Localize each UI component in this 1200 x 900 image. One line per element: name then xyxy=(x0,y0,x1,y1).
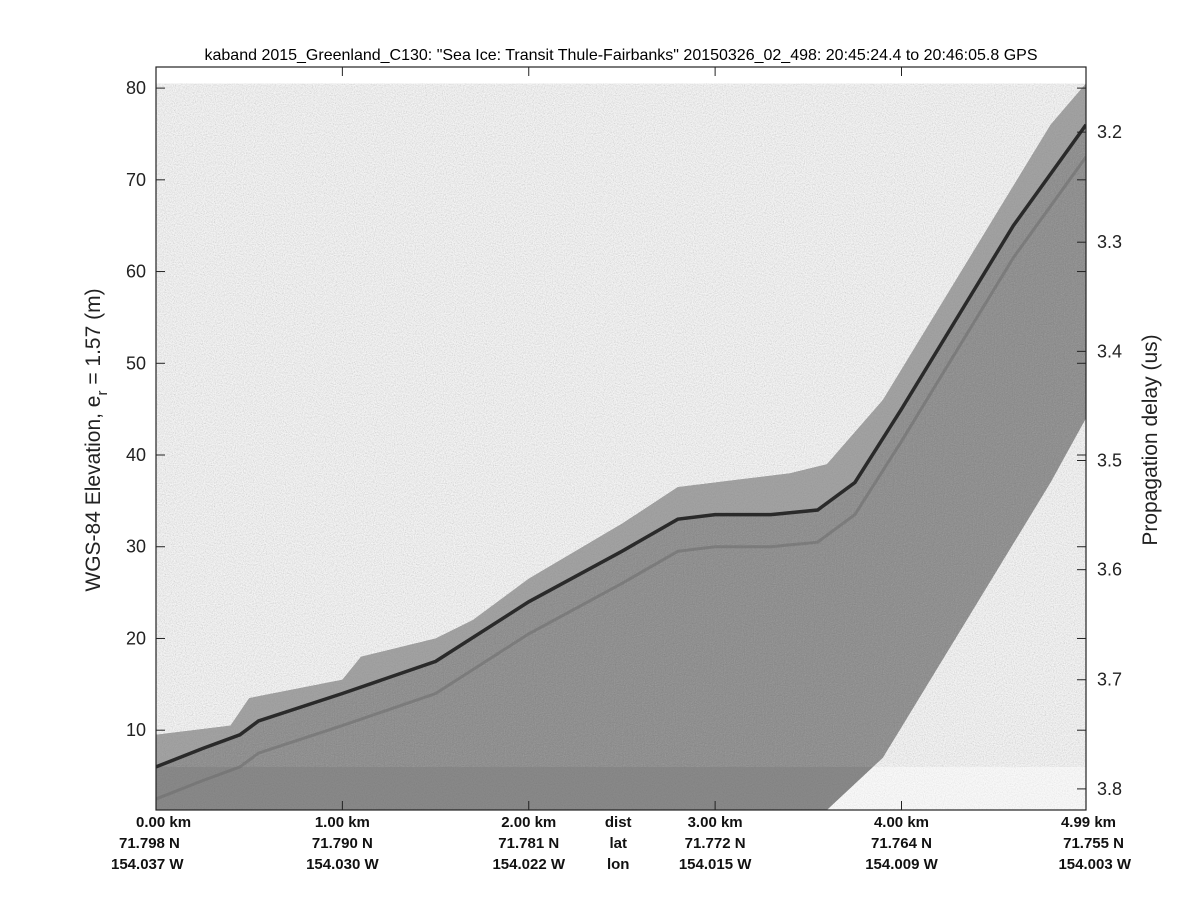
radar-return-region xyxy=(156,83,1086,810)
x-axis xyxy=(155,67,1087,810)
x-tick-label-lon: 154.009 W xyxy=(865,856,938,873)
right-y-tick-label: 3.7 xyxy=(1097,670,1122,690)
x-tick-label-lon: 154.003 W xyxy=(1058,856,1131,873)
x-tick-label-dist: 0.00 km xyxy=(136,814,191,831)
left-y-axis-label: WGS-84 Elevation, er = 1.57 (m) xyxy=(82,288,111,591)
x-tick-label-dist: 4.99 km xyxy=(1061,814,1116,831)
near-surface-band xyxy=(156,83,1086,767)
plot-frame xyxy=(155,66,1087,811)
left-y-tick-label: 80 xyxy=(126,78,146,98)
left-y-tick-label: 70 xyxy=(126,170,146,190)
x-tick-label-dist: 1.00 km xyxy=(315,814,370,831)
x-tick-label-lat: 71.781 N xyxy=(498,835,559,852)
x-tick-label-lat: 71.790 N xyxy=(312,835,373,852)
left-y-tick-label: 10 xyxy=(126,720,146,740)
x-tick-label-dist: 2.00 km xyxy=(501,814,556,831)
left-y-tick-label: 50 xyxy=(126,353,146,373)
right-y-tick-label: 3.2 xyxy=(1097,122,1122,142)
right-y-tick-label: 3.4 xyxy=(1097,341,1122,361)
left-y-tick-label: 60 xyxy=(126,262,146,282)
x-tick-label-lon: 154.022 W xyxy=(492,856,565,873)
left-y-tick-label: 30 xyxy=(126,537,146,557)
surface-reflection-line xyxy=(156,123,1086,769)
x-row-name-lat: lat xyxy=(609,835,627,852)
x-tick-label-lat: 71.798 N xyxy=(119,835,180,852)
x-tick-label-dist: 3.00 km xyxy=(688,814,743,831)
chart-title: kaband 2015_Greenland_C130: "Sea Ice: Tr… xyxy=(205,47,1038,64)
right-y-tick-label: 3.5 xyxy=(1097,451,1122,471)
x-tick-label-lat: 71.772 N xyxy=(685,835,746,852)
right-y-axis-label: Propagation delay (us) xyxy=(1139,334,1162,545)
right-y-axis: 3.2 3.3 3.4 3.5 3.6 3.7 3.8 xyxy=(1077,122,1122,799)
right-y-tick-label: 3.3 xyxy=(1097,232,1122,252)
left-y-tick-label: 40 xyxy=(126,445,146,465)
x-row-name-dist: dist xyxy=(605,814,632,831)
internal-layer-line xyxy=(156,156,1086,801)
x-tick-label-lon: 154.015 W xyxy=(679,856,752,873)
x-tick-label-lon: 154.030 W xyxy=(306,856,379,873)
x-tick-label-lat: 71.755 N xyxy=(1063,835,1124,852)
left-y-axis: 10 20 30 40 50 60 70 80 xyxy=(126,78,1086,740)
right-y-tick-label: 3.6 xyxy=(1097,560,1122,580)
x-tick-label-dist: 4.00 km xyxy=(874,814,929,831)
x-tick-labels: 0.00 km 1.00 km 2.00 km 3.00 km 4.00 km 4.99 … xyxy=(111,814,1132,873)
left-y-tick-label: 20 xyxy=(126,628,146,648)
echogram-data xyxy=(156,83,1086,810)
x-row-name-lon: lon xyxy=(607,856,630,873)
x-tick-label-lon: 154.037 W xyxy=(111,856,184,873)
right-y-tick-label: 3.8 xyxy=(1097,779,1122,799)
x-tick-label-lat: 71.764 N xyxy=(871,835,932,852)
